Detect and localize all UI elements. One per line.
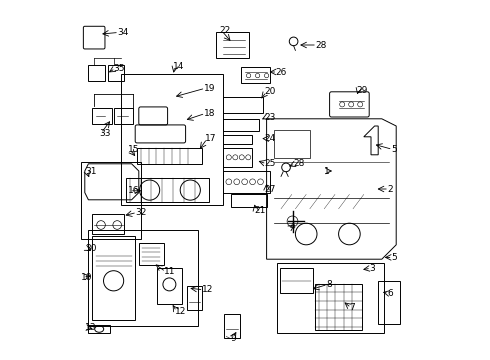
Text: 4: 4: [290, 222, 295, 231]
Text: 15: 15: [128, 145, 140, 154]
Bar: [274, 130, 310, 158]
Bar: [121, 74, 223, 205]
Text: 30: 30: [85, 244, 97, 253]
Text: 28: 28: [294, 159, 305, 168]
Text: 14: 14: [173, 62, 184, 71]
Text: 28: 28: [315, 41, 326, 50]
Bar: [157, 268, 182, 304]
Bar: [216, 32, 248, 58]
Bar: [242, 67, 270, 83]
Text: 11: 11: [164, 267, 175, 276]
Text: 24: 24: [265, 134, 276, 143]
Bar: [277, 263, 384, 333]
Bar: [139, 243, 164, 265]
Text: 2: 2: [387, 185, 393, 194]
Text: 10: 10: [81, 273, 93, 282]
Text: 33: 33: [99, 129, 111, 138]
Bar: [280, 268, 313, 293]
Bar: [92, 108, 112, 124]
Text: 31: 31: [85, 166, 97, 176]
Bar: [114, 108, 133, 124]
Text: 12: 12: [175, 307, 186, 316]
Text: 22: 22: [220, 26, 231, 35]
Bar: [81, 162, 141, 239]
Bar: [137, 148, 202, 164]
Text: 6: 6: [387, 289, 393, 298]
Text: 23: 23: [265, 112, 276, 122]
Text: 32: 32: [135, 208, 147, 217]
Text: 9: 9: [231, 334, 236, 343]
Bar: [187, 286, 202, 310]
Bar: [315, 284, 362, 330]
Bar: [224, 314, 240, 338]
Text: 21: 21: [254, 206, 266, 215]
Text: 29: 29: [357, 86, 368, 95]
Text: 35: 35: [114, 64, 125, 73]
Text: 7: 7: [349, 303, 355, 312]
Text: 16: 16: [128, 186, 140, 195]
Bar: [223, 148, 252, 167]
Text: 5: 5: [391, 145, 396, 154]
Text: 27: 27: [265, 185, 276, 194]
Bar: [223, 135, 252, 144]
Text: 17: 17: [205, 134, 217, 143]
Bar: [223, 171, 270, 193]
Bar: [231, 194, 267, 207]
Text: 19: 19: [204, 84, 215, 93]
Text: 1: 1: [324, 166, 330, 176]
Text: 18: 18: [204, 109, 215, 118]
Bar: [88, 230, 198, 326]
Bar: [88, 65, 104, 81]
Text: 12: 12: [202, 285, 213, 294]
Bar: [108, 65, 124, 81]
Text: 8: 8: [326, 280, 332, 289]
Text: 13: 13: [85, 323, 97, 332]
Text: 3: 3: [369, 264, 375, 273]
Text: 25: 25: [265, 159, 276, 168]
Text: 26: 26: [275, 68, 287, 77]
Text: 5: 5: [391, 253, 396, 262]
Bar: [92, 214, 124, 234]
Text: 34: 34: [117, 28, 128, 37]
Text: 20: 20: [265, 87, 276, 96]
